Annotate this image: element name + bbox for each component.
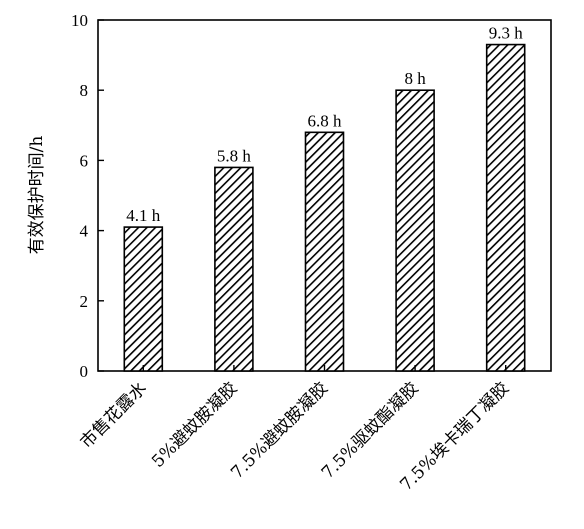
x-category-label: 7.5%驱蚊酯凝胶 <box>318 378 423 483</box>
x-category-label: 市售花露水 <box>77 378 151 452</box>
data-label: 5.8 h <box>217 146 252 165</box>
y-tick-label: 6 <box>80 151 89 170</box>
y-tick-label: 2 <box>80 292 89 311</box>
x-category-label: 7.5%避蚊胺凝胶 <box>227 378 332 483</box>
x-category-label: 5%避蚊胺凝胶 <box>148 378 241 471</box>
y-tick-label: 0 <box>80 362 89 381</box>
bar <box>485 43 526 372</box>
bar <box>214 166 254 372</box>
y-tick-label: 8 <box>80 81 89 100</box>
bar <box>123 226 164 372</box>
bar <box>395 89 435 372</box>
data-label: 6.8 h <box>308 111 343 130</box>
y-tick-label: 10 <box>71 11 88 30</box>
y-tick-label: 4 <box>80 222 89 241</box>
data-label: 9.3 h <box>489 24 524 43</box>
y-axis-title: 有效保护时间/h <box>27 136 47 255</box>
plot-area: 0 2 4 6 8 10 4.1 h 市售花露水 5.8 h 5%避蚊胺凝胶 6.8 h 7.5%避蚊… <box>71 11 552 495</box>
data-label: 4.1 h <box>126 206 161 225</box>
data-label: 8 h <box>404 69 426 88</box>
bar <box>304 131 345 372</box>
